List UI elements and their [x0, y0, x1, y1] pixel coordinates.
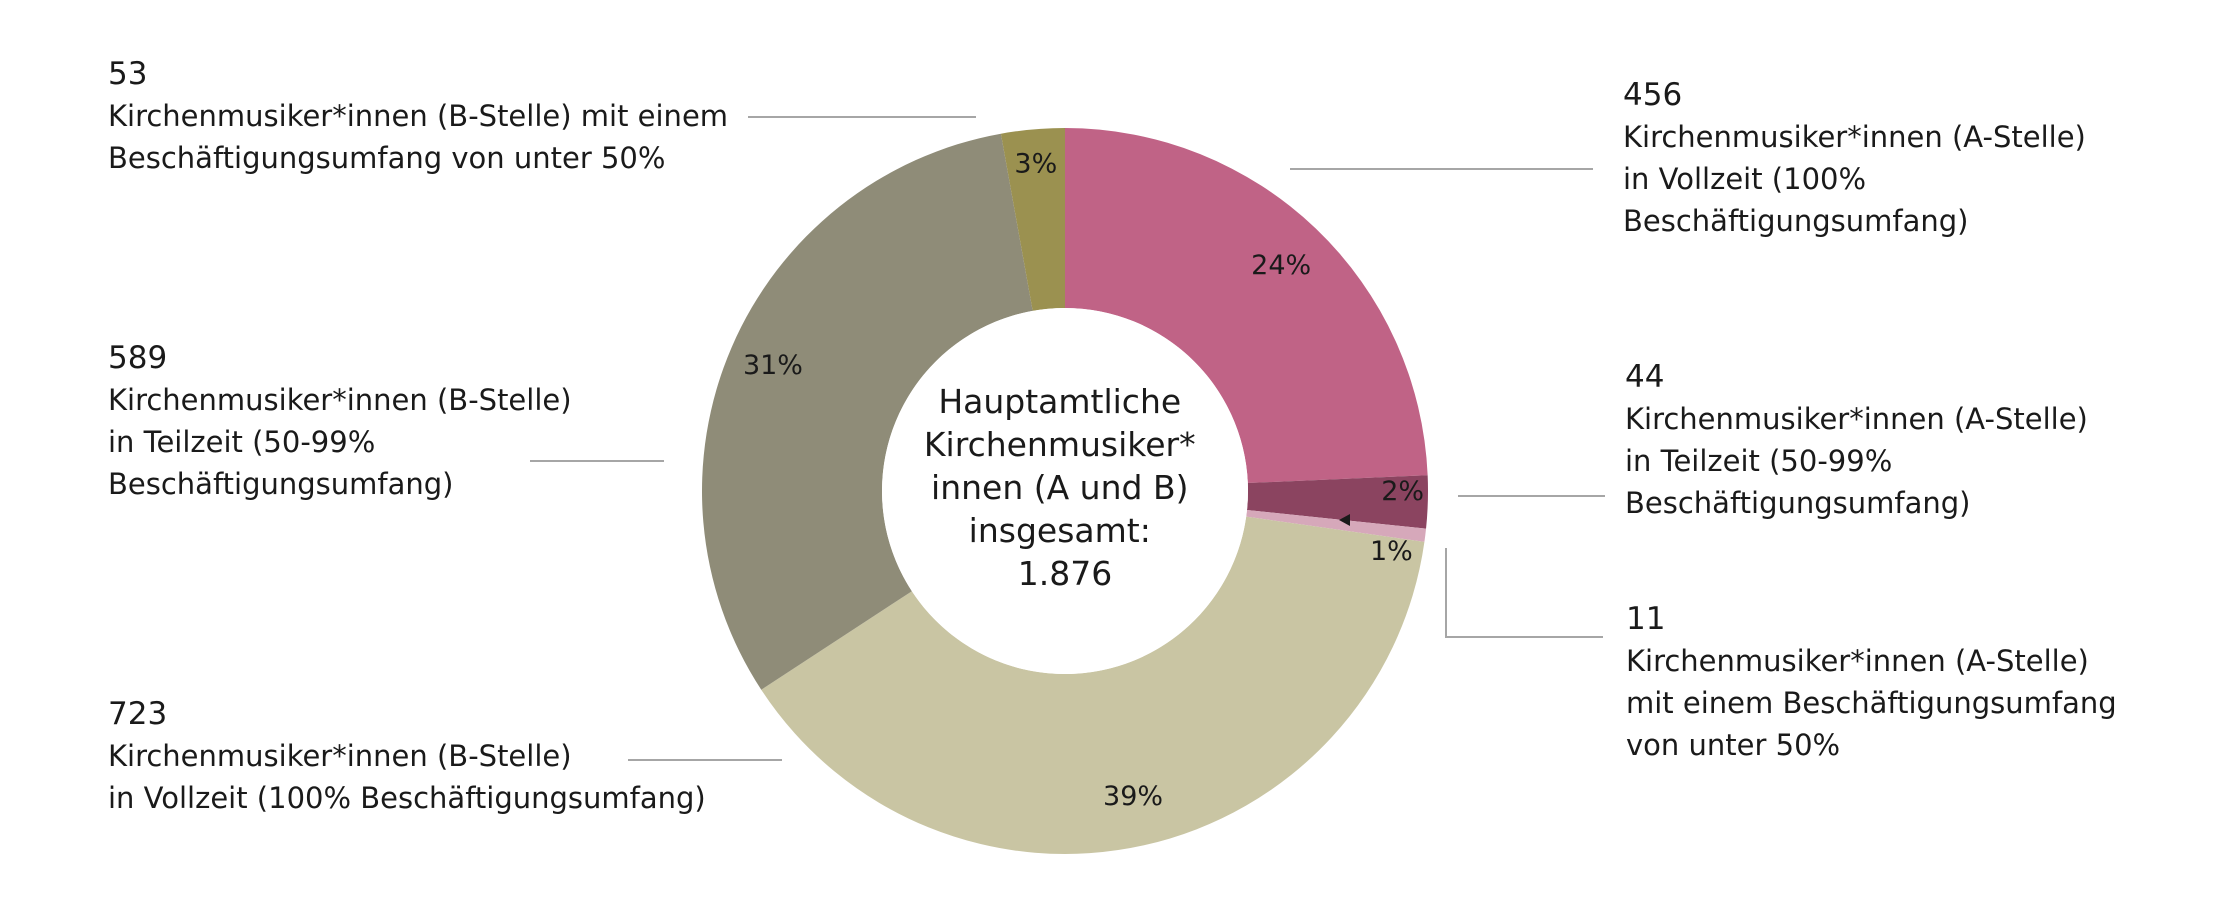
callout-b-vollzeit: 723 Kirchenmusiker*innen (B-Stelle) in V… [108, 693, 706, 819]
center-label-line-1: Hauptamtliche [938, 382, 1181, 421]
callout-b-unter50: 53 Kirchenmusiker*innen (B-Stelle) mit e… [108, 53, 728, 179]
slice-1 [1247, 475, 1428, 529]
slice-4 [702, 133, 1033, 690]
slice-0 [1065, 128, 1428, 484]
callout-text: Kirchenmusiker*innen (B-Stelle) in Teilz… [108, 383, 572, 501]
donut-hole [882, 308, 1248, 674]
slice-percent-label-2: 1% [1370, 536, 1413, 567]
callout-number: 44 [1625, 359, 1665, 395]
slice-percent-label-4: 31% [743, 350, 803, 381]
callout-text: Kirchenmusiker*innen (B-Stelle) mit eine… [108, 99, 729, 175]
center-label-line-2: Kirchenmusiker* [924, 425, 1196, 464]
leader-lines [530, 116, 1605, 761]
center-label-line-4: insgesamt: [969, 511, 1151, 550]
slice-2 [1246, 509, 1427, 542]
callout-text: Kirchenmusiker*innen (A-Stelle) in Teilz… [1625, 402, 2088, 520]
center-label-line-3: innen (A und B) [931, 468, 1188, 507]
slice-3 [761, 516, 1425, 854]
slice-percent-label-1: 2% [1381, 476, 1424, 507]
callout-number: 11 [1626, 601, 1666, 637]
callout-a-teilzeit: 44 Kirchenmusiker*innen (A-Stelle) in Te… [1625, 356, 2088, 524]
callout-number: 53 [108, 56, 148, 92]
slice-percent-label-0: 24% [1251, 250, 1311, 281]
slice-percent-label-3: 39% [1103, 781, 1163, 812]
leader-line-a-unter50 [1445, 548, 1603, 638]
pointer-arrow-icon [1339, 514, 1350, 526]
callout-b-teilzeit: 589 Kirchenmusiker*innen (B-Stelle) in T… [108, 337, 572, 505]
callout-a-unter50: 11 Kirchenmusiker*innen (A-Stelle) mit e… [1626, 598, 2117, 766]
callout-number: 723 [108, 696, 168, 732]
center-label: Hauptamtliche Kirchenmusiker* innen (A u… [924, 382, 1206, 593]
slice-percent-label-5: 3% [1014, 148, 1057, 179]
callout-a-vollzeit: 456 Kirchenmusiker*innen (A-Stelle) in V… [1623, 74, 2086, 242]
callout-text: Kirchenmusiker*innen (A-Stelle) mit eine… [1626, 644, 2117, 762]
slice-5 [1000, 128, 1065, 311]
callout-text: Kirchenmusiker*innen (B-Stelle) in Vollz… [108, 739, 706, 815]
callout-text: Kirchenmusiker*innen (A-Stelle) in Vollz… [1623, 120, 2086, 238]
callout-number: 589 [108, 340, 168, 376]
center-label-line-5: 1.876 [1018, 554, 1112, 593]
callout-number: 456 [1623, 77, 1683, 113]
